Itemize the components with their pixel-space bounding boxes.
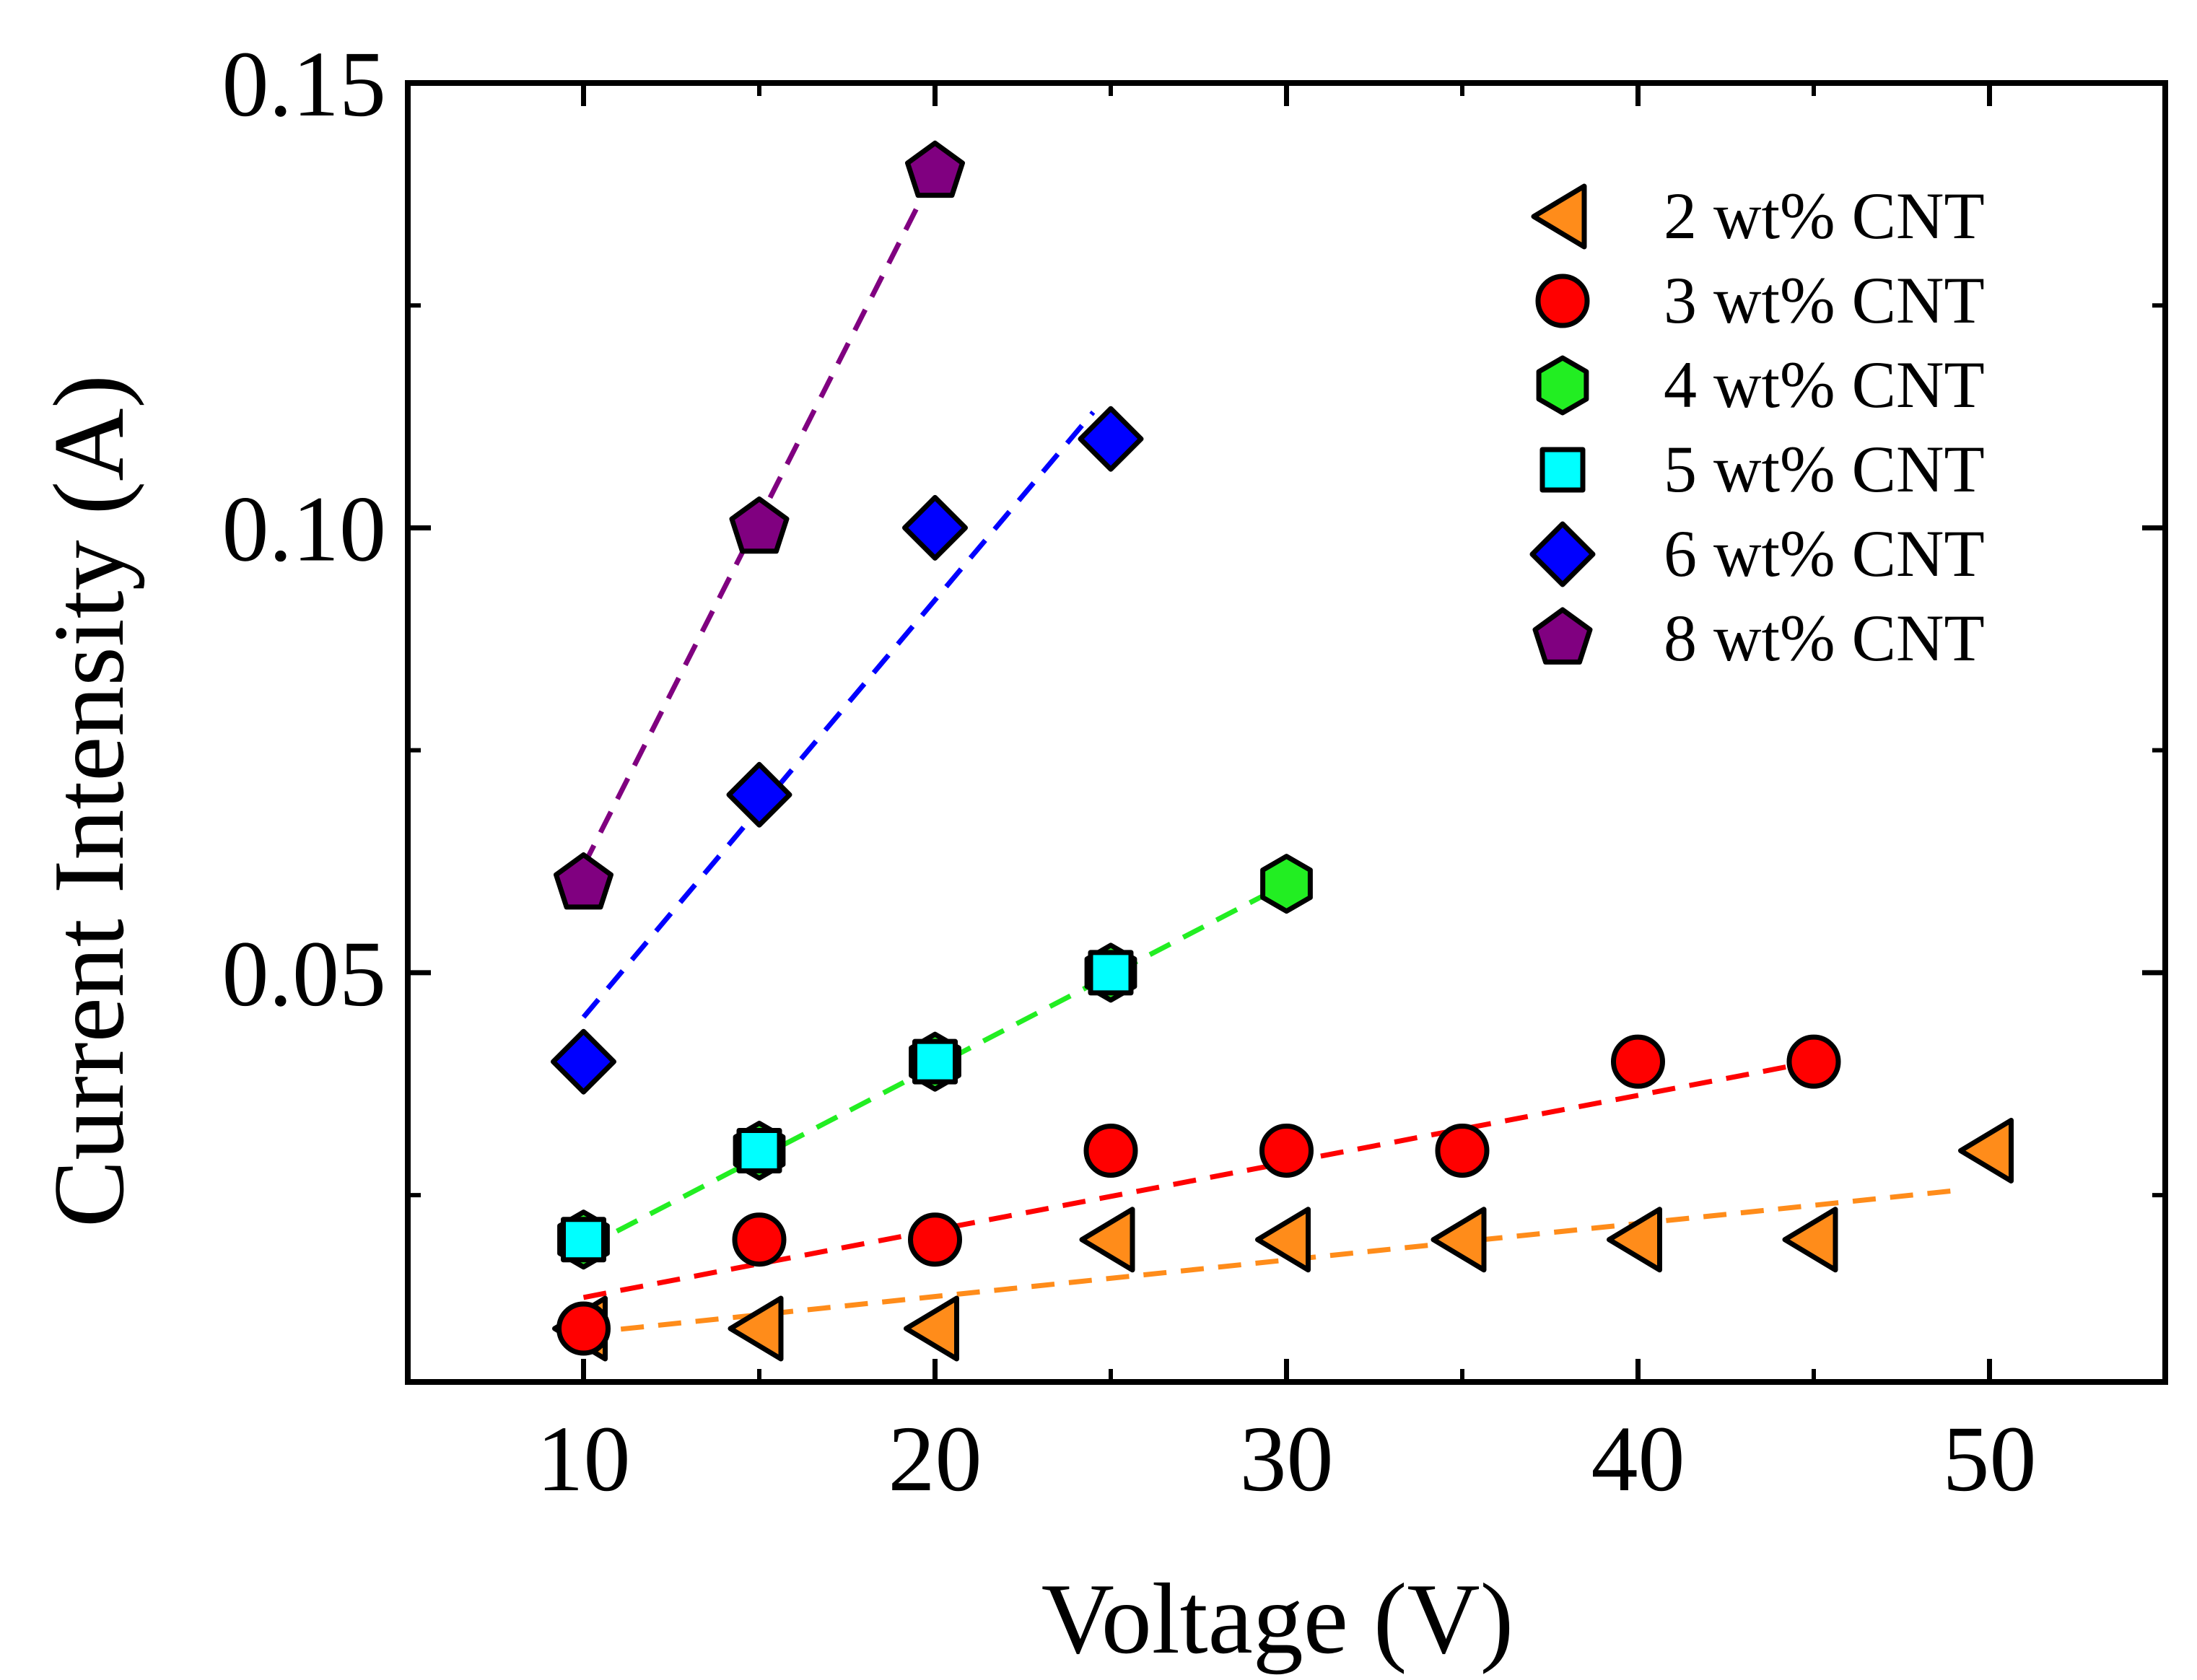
legend-marker xyxy=(1539,447,1586,493)
data-point xyxy=(1260,854,1313,914)
data-point xyxy=(561,1217,606,1263)
data-point xyxy=(556,1301,611,1356)
data-point xyxy=(732,1212,787,1267)
legend-marker xyxy=(1532,607,1593,665)
data-point xyxy=(551,1028,616,1095)
data-point xyxy=(1255,1207,1311,1273)
y-tick-label: 0.10 xyxy=(222,477,387,581)
legend-label: 8 wt% CNT xyxy=(1664,601,1985,675)
legend-label: 5 wt% CNT xyxy=(1664,432,1985,506)
data-point xyxy=(728,1295,784,1362)
data-point xyxy=(904,1295,959,1362)
x-tick-label: 40 xyxy=(1591,1407,1685,1511)
data-point xyxy=(1786,1034,1841,1089)
legend: 2 wt% CNT 3 wt% CNT 4 wt% CNT 5 wt% CNT 6 wt… xyxy=(1529,179,1985,675)
axis-ticks: 10 20 30 40 50 0.05 0.10 0.15 xyxy=(222,32,2165,1511)
data-point xyxy=(729,496,790,554)
x-tick-label: 30 xyxy=(1240,1407,1334,1511)
legend-label: 4 wt% CNT xyxy=(1664,348,1985,421)
y-tick-label: 0.15 xyxy=(222,32,387,136)
legend-label: 6 wt% CNT xyxy=(1664,517,1985,590)
data-point xyxy=(905,140,965,198)
data-markers xyxy=(551,140,2014,1362)
data-point xyxy=(1078,406,1144,472)
data-point xyxy=(736,1127,782,1173)
data-point xyxy=(1782,1207,1838,1273)
y-tick-label: 0.05 xyxy=(222,922,387,1026)
data-point xyxy=(1083,1123,1138,1178)
data-point xyxy=(908,1212,962,1267)
data-point xyxy=(912,1038,958,1085)
legend-label: 3 wt% CNT xyxy=(1664,263,1985,337)
data-point xyxy=(902,494,968,561)
x-axis-label: Voltage (V) xyxy=(1041,1563,1514,1675)
legend-marker xyxy=(1535,274,1590,328)
data-point xyxy=(554,852,613,910)
legend-marker xyxy=(1529,521,1596,587)
data-point xyxy=(1607,1207,1662,1273)
x-tick-label: 20 xyxy=(888,1407,982,1511)
x-tick-label: 10 xyxy=(537,1407,631,1511)
data-point xyxy=(1958,1117,2014,1184)
data-point xyxy=(1431,1207,1487,1273)
data-point xyxy=(1079,1207,1135,1273)
legend-marker xyxy=(1531,183,1587,250)
legend-label: 2 wt% CNT xyxy=(1664,179,1985,253)
data-point xyxy=(1435,1123,1490,1178)
data-point xyxy=(1611,1034,1665,1089)
data-point xyxy=(726,761,792,828)
fit-line xyxy=(582,1059,1814,1300)
legend-marker xyxy=(1536,355,1589,416)
y-axis-label: Current Intensity (A) xyxy=(33,375,145,1228)
data-point xyxy=(1259,1123,1314,1178)
data-point xyxy=(1088,950,1134,996)
fit-line xyxy=(581,410,1096,1019)
fit-line xyxy=(583,1188,1955,1336)
x-tick-label: 50 xyxy=(1943,1407,2037,1511)
